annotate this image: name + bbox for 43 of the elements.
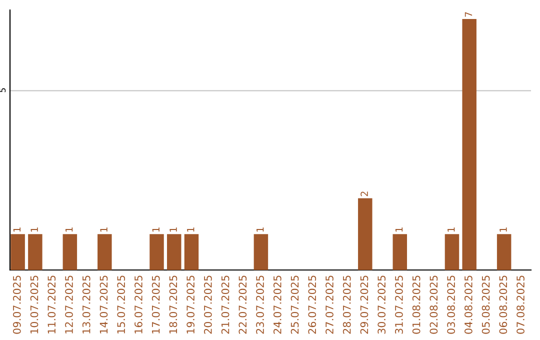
- data-label: 1: [100, 227, 108, 232]
- data-label: 1: [448, 227, 455, 232]
- x-tick-label: 14.07.2025: [100, 276, 108, 334]
- data-label: 1: [500, 227, 507, 232]
- x-tick-label: 01.08.2025: [412, 276, 420, 334]
- x-tick-label: 26.07.2025: [308, 276, 316, 334]
- data-label: 1: [187, 227, 194, 232]
- x-tick-label: 25.07.2025: [290, 276, 299, 334]
- x-tick-label: 20.07.2025: [204, 276, 212, 334]
- data-label: 7: [464, 12, 472, 17]
- data-label: 1: [152, 227, 160, 232]
- x-tick-label: 24.07.2025: [273, 276, 282, 334]
- x-tick-label: 06.08.2025: [499, 276, 508, 334]
- x-tick-label: 03.08.2025: [447, 276, 456, 334]
- data-label: 1: [30, 227, 38, 232]
- x-tick-label: 31.07.2025: [395, 276, 403, 334]
- x-tick-label: 29.07.2025: [360, 276, 368, 334]
- data-label: 1: [256, 227, 264, 232]
- data-label: 1: [66, 227, 73, 232]
- x-tick-label: 13.07.2025: [82, 276, 90, 334]
- x-tick-label: 23.07.2025: [256, 276, 264, 334]
- x-tick-label: 02.08.2025: [430, 276, 438, 334]
- x-tick-label: 12.07.2025: [65, 276, 73, 334]
- x-tick-label: 04.08.2025: [464, 276, 472, 334]
- x-tick-label: 11.07.2025: [48, 276, 56, 334]
- data-label: 2: [360, 192, 368, 196]
- x-tick-label: 22.07.2025: [238, 276, 247, 334]
- x-tick-label: 19.07.2025: [186, 276, 195, 334]
- x-tick-label: 30.07.2025: [378, 276, 386, 334]
- x-tick-label: 21.07.2025: [221, 276, 230, 334]
- x-tick-label: 17.07.2025: [152, 276, 160, 334]
- x-tick-label: 28.07.2025: [342, 276, 351, 334]
- data-label: 1: [170, 227, 177, 232]
- x-tick-label: 10.07.2025: [30, 276, 38, 334]
- x-tick-label: 09.07.2025: [12, 276, 21, 334]
- x-tick-label: 15.07.2025: [117, 276, 126, 334]
- x-tick-label: 27.07.2025: [326, 276, 334, 334]
- x-tick-label: 16.07.2025: [134, 276, 142, 334]
- x-tick-label: 18.07.2025: [169, 276, 178, 334]
- x-tick-label: 05.08.2025: [482, 276, 490, 334]
- x-tick-label: 07.08.2025: [516, 276, 524, 334]
- data-label: 1: [395, 227, 403, 232]
- data-label: 1: [13, 227, 20, 232]
